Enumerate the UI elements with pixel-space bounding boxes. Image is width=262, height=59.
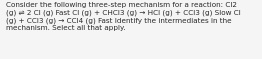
Text: Consider the following three-step mechanism for a reaction: Cl2
(g) ⇌ 2 Cl (g) F: Consider the following three-step mechan…	[6, 2, 241, 31]
